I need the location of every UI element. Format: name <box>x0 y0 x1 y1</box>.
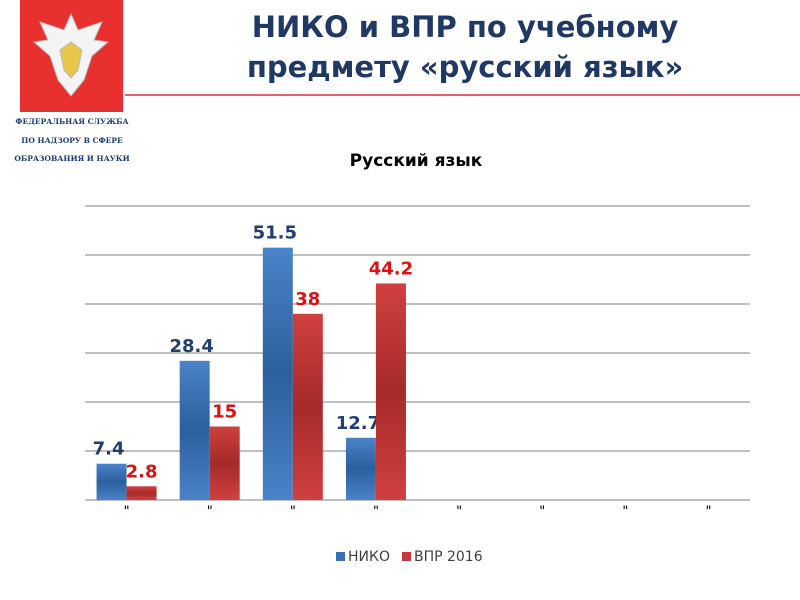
data-label: 2.8 <box>126 461 158 482</box>
slide-title: НИКО и ВПР по учебному <box>252 10 679 44</box>
bar <box>345 437 376 500</box>
plot: 7.4 28.4 51.5 12.7 2.8 15 38 44.2 " " " " " " " " НИКО ВП… <box>85 205 750 565</box>
data-label: 38 <box>295 289 320 310</box>
bar <box>262 247 293 500</box>
data-label: 12.7 <box>336 413 380 434</box>
x-tick-label: " <box>539 505 545 520</box>
chart-title: Русский язык <box>350 151 483 171</box>
logo-text: ОБРАЗОВАНИЯ И НАУКИ <box>14 154 129 163</box>
legend-label: ВПР 2016 <box>414 549 483 565</box>
bar <box>375 283 406 500</box>
bar <box>126 486 157 500</box>
x-tick-label: " <box>124 505 130 520</box>
slide-title: предмету «русский язык» <box>247 50 683 84</box>
bar <box>179 360 210 500</box>
data-label: 7.4 <box>93 439 125 460</box>
data-label: 28.4 <box>169 336 213 357</box>
bar <box>209 426 240 500</box>
x-tick-label: " <box>705 505 711 520</box>
data-label: 44.2 <box>369 258 413 279</box>
legend-label: НИКО <box>348 549 390 565</box>
bar <box>292 313 323 500</box>
legend-swatch <box>401 552 411 561</box>
logo-emblem <box>32 12 110 97</box>
logo-text: ПО НАДЗОРУ В СФЕРЕ <box>21 136 123 145</box>
bar <box>96 463 127 500</box>
data-label: 51.5 <box>253 223 297 244</box>
logo-text: ФЕДЕРАЛЬНАЯ СЛУЖБА <box>15 117 129 126</box>
x-tick-label: " <box>622 505 628 520</box>
data-label: 15 <box>212 402 237 423</box>
x-tick-label: " <box>207 505 213 520</box>
legend-swatch <box>336 552 345 561</box>
x-tick-label: " <box>290 505 296 520</box>
x-tick-label: " <box>373 505 379 520</box>
x-tick-label: " <box>456 505 462 520</box>
